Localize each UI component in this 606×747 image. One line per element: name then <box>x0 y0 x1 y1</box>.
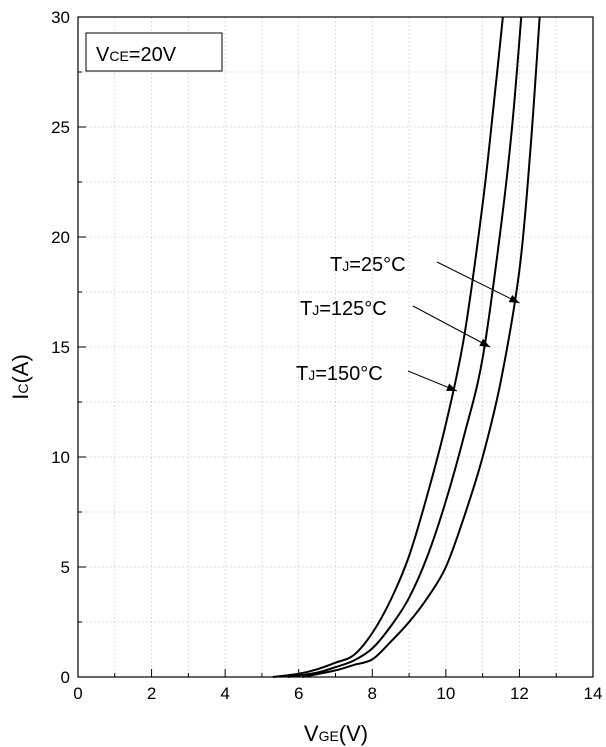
x-tick-label: 2 <box>147 684 156 703</box>
annotation-label-125c: TJ=125°C <box>300 298 387 320</box>
x-tick-label: 12 <box>510 684 529 703</box>
annotation-arrowhead-25c <box>508 294 520 303</box>
annotation-label-150c: TJ=150°C <box>296 363 383 385</box>
annotation-arrow-25c <box>436 261 520 304</box>
series-line-0 <box>272 16 504 678</box>
x-tick-label: 4 <box>220 684 229 703</box>
annotation-arrowhead-150c <box>446 383 457 391</box>
annotation-label-25c: TJ=25°C <box>330 254 406 276</box>
axis-ticks: 0 2 4 6 8 10 12 14 0 5 10 15 20 25 30 <box>51 8 602 703</box>
y-tick-label: 10 <box>51 448 70 467</box>
y-tick-label: 30 <box>51 8 70 27</box>
annotations: TJ=25°C TJ=125°C TJ=150°C <box>296 254 520 392</box>
y-tick-label: 25 <box>51 118 70 137</box>
annotation-arrow-125c <box>412 305 491 348</box>
x-axis-title: VGE(V) <box>304 721 368 746</box>
condition-text: VCE=20V <box>96 44 177 66</box>
x-tick-label: 6 <box>294 684 303 703</box>
y-tick-label: 15 <box>51 338 70 357</box>
y-tick-label: 0 <box>61 668 70 687</box>
series-line-1 <box>287 16 523 678</box>
condition-box: VCE=20V <box>85 32 223 72</box>
x-tick-label: 14 <box>584 684 603 703</box>
y-tick-label: 5 <box>61 558 70 577</box>
series-group <box>272 16 541 678</box>
annotation-arrowhead-125c <box>479 338 490 347</box>
series-line-2 <box>302 16 541 678</box>
y-tick-label: 20 <box>51 228 70 247</box>
x-tick-label: 10 <box>436 684 455 703</box>
x-tick-label: 0 <box>73 684 82 703</box>
x-tick-label: 8 <box>368 684 377 703</box>
y-axis-title: IC(A) <box>8 354 33 400</box>
grid <box>78 17 593 677</box>
condition-box-frame <box>85 32 223 72</box>
